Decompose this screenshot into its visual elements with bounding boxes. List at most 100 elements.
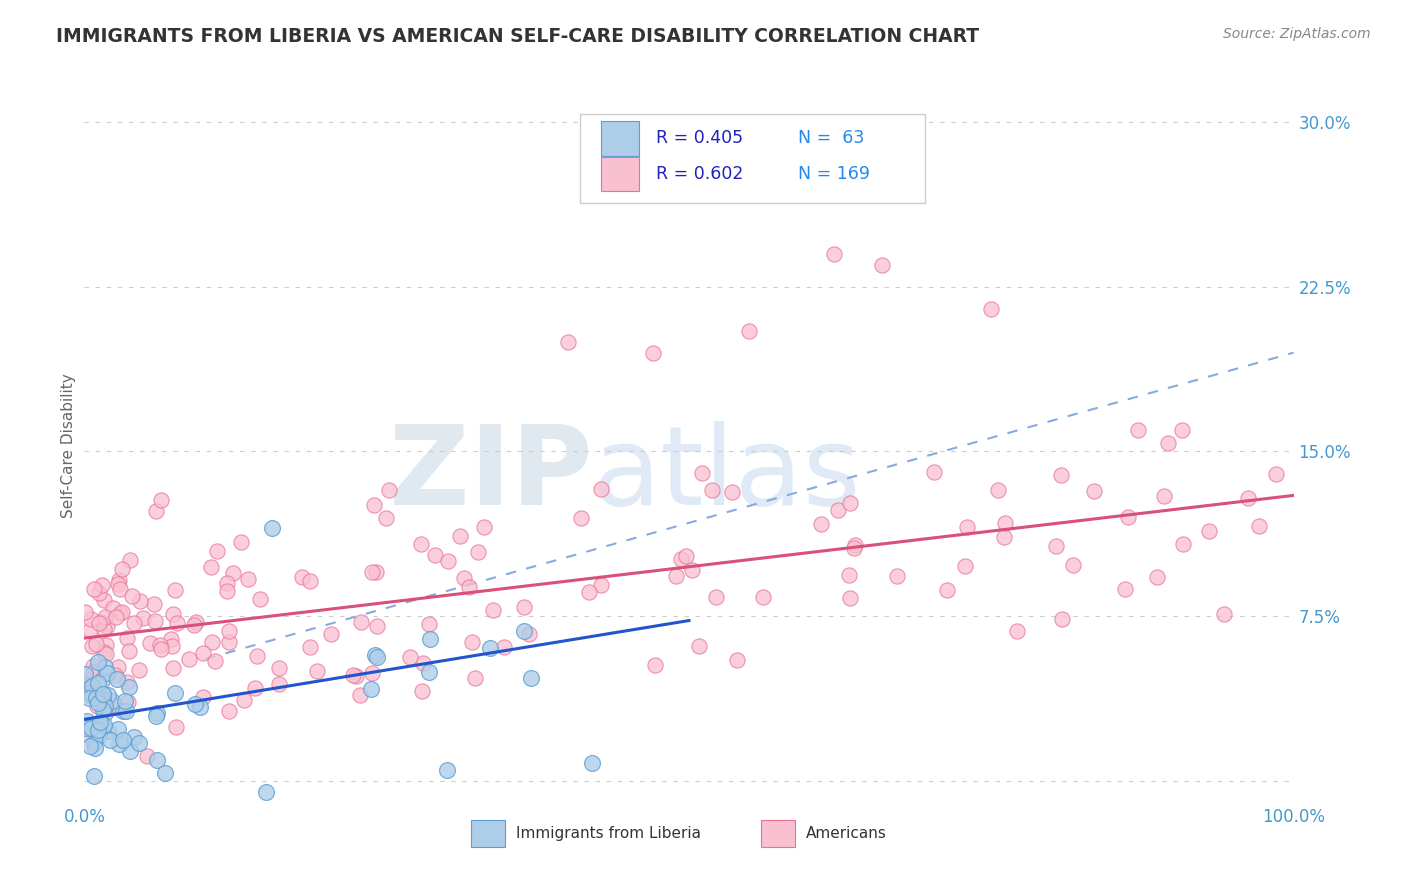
Point — [1126, 423, 1149, 437]
Point — [1171, 537, 1194, 551]
Point — [364, 566, 387, 580]
Point — [110, 582, 132, 596]
Point — [80, 640, 103, 654]
Point — [378, 483, 401, 497]
Point — [107, 737, 129, 751]
Point — [844, 538, 866, 552]
Point — [589, 482, 612, 496]
Point — [82, 658, 104, 673]
Point — [93, 718, 115, 732]
Point — [87, 696, 110, 710]
Point — [366, 619, 388, 633]
Point — [492, 640, 515, 655]
Point — [93, 693, 115, 707]
Point — [98, 733, 121, 747]
Point — [249, 591, 271, 606]
Point — [350, 615, 373, 629]
Point — [94, 699, 117, 714]
Text: atlas: atlas — [592, 421, 860, 528]
Point — [665, 568, 688, 582]
Point — [83, 736, 105, 750]
Point — [96, 619, 118, 633]
Point — [179, 652, 201, 666]
Point — [1050, 612, 1073, 626]
FancyBboxPatch shape — [600, 157, 640, 191]
Point — [117, 631, 139, 645]
Point — [84, 691, 107, 706]
Point — [411, 537, 433, 551]
Point — [128, 735, 150, 749]
Point — [118, 553, 141, 567]
Point — [150, 642, 173, 657]
Point — [91, 687, 114, 701]
Point — [77, 719, 100, 733]
Point — [361, 666, 384, 681]
Point — [166, 616, 188, 631]
Point — [412, 656, 434, 670]
Point — [517, 626, 540, 640]
Point — [75, 674, 97, 689]
Point — [94, 660, 117, 674]
Point — [93, 645, 115, 659]
Point — [204, 654, 226, 668]
Point — [399, 649, 422, 664]
Point — [91, 689, 114, 703]
Point — [87, 728, 110, 742]
Point — [191, 690, 214, 704]
Point — [129, 594, 152, 608]
Point — [1213, 607, 1236, 622]
Point — [146, 753, 169, 767]
Point — [243, 681, 266, 695]
Point — [641, 345, 664, 359]
Point — [83, 582, 105, 596]
Point — [1116, 509, 1139, 524]
Point — [681, 563, 703, 577]
Point — [827, 502, 849, 516]
Point — [86, 723, 108, 738]
Point — [207, 544, 229, 558]
Point — [132, 611, 155, 625]
Point — [360, 681, 382, 696]
Point — [690, 467, 713, 481]
Point — [1114, 582, 1136, 596]
Text: ZIP: ZIP — [389, 421, 592, 528]
Point — [122, 616, 145, 631]
Point — [675, 549, 697, 563]
Point — [464, 671, 486, 685]
Point — [839, 496, 862, 510]
Point — [591, 578, 613, 592]
Point — [360, 566, 382, 580]
Point — [94, 638, 117, 652]
Point — [188, 699, 211, 714]
Point — [87, 616, 110, 631]
Point — [993, 530, 1015, 544]
Point — [581, 756, 603, 771]
Point — [128, 664, 150, 678]
Point — [1198, 524, 1220, 539]
Point — [117, 695, 139, 709]
Point — [218, 635, 240, 649]
Point — [76, 728, 98, 742]
Point — [82, 665, 104, 679]
Point — [269, 661, 291, 675]
Point — [79, 739, 101, 753]
Point — [108, 574, 131, 588]
Point — [112, 704, 135, 718]
Point — [305, 664, 328, 678]
FancyBboxPatch shape — [600, 121, 640, 155]
Point — [1083, 483, 1105, 498]
Point — [374, 511, 396, 525]
Text: R = 0.405: R = 0.405 — [657, 129, 744, 147]
Point — [423, 548, 446, 562]
Point — [953, 558, 976, 573]
Point — [419, 632, 441, 646]
Point — [94, 706, 117, 720]
Text: Americans: Americans — [806, 826, 887, 841]
Point — [143, 597, 166, 611]
Text: N = 169: N = 169 — [797, 165, 870, 183]
Point — [90, 673, 112, 687]
Point — [200, 560, 222, 574]
FancyBboxPatch shape — [581, 114, 925, 203]
Point — [980, 301, 1002, 316]
Point — [114, 694, 136, 708]
